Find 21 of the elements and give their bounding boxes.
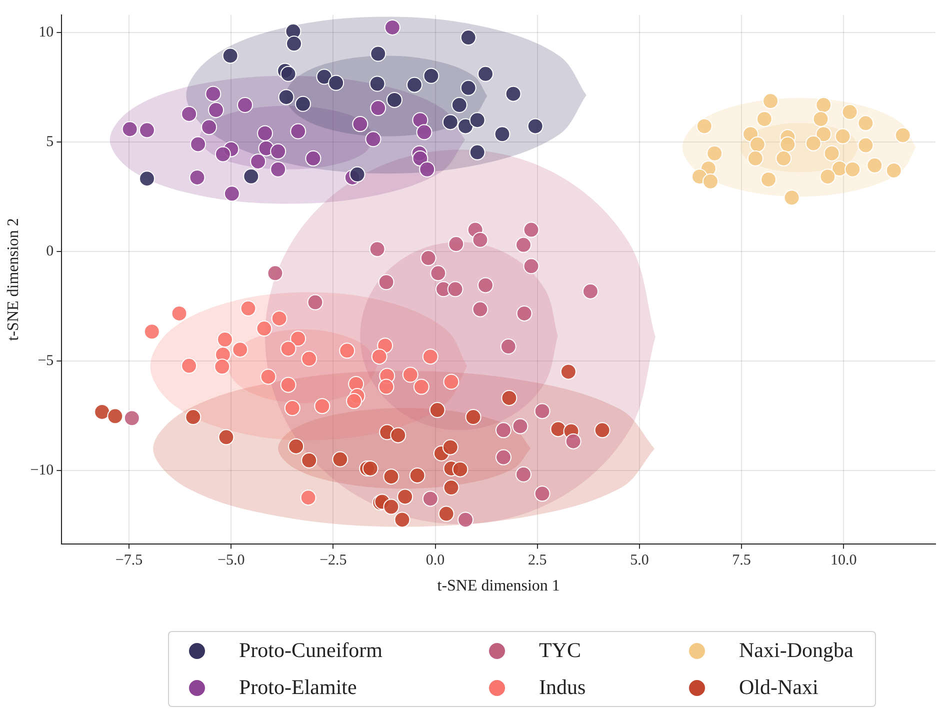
x-axis-title: t-SNE dimension 1 <box>437 578 560 595</box>
legend-label: Proto-Cuneiform <box>239 638 382 663</box>
x-tick-label: 5.0 <box>630 552 649 569</box>
y-tick-label: 5 <box>46 134 54 150</box>
y-tick-label: 10 <box>38 24 54 40</box>
legend-label: TYC <box>539 638 581 663</box>
legend-label: Naxi-Dongba <box>739 638 854 663</box>
x-tick-label: −2.5 <box>320 552 347 569</box>
y-axis-title: t-SNE dimension 2 <box>4 218 22 341</box>
y-tick-label: −10 <box>30 462 54 478</box>
x-tick-label: −7.5 <box>115 552 143 569</box>
legend-label: Proto-Elamite <box>239 675 357 700</box>
x-tick-label: −5.0 <box>218 552 245 569</box>
x-tick-label: 2.5 <box>528 552 547 569</box>
legend-label: Indus <box>539 675 586 700</box>
x-tick-label: 10.0 <box>830 552 857 569</box>
legend-label: Old-Naxi <box>739 675 818 700</box>
y-tick-label: −5 <box>38 352 54 369</box>
x-tick-label: 7.5 <box>732 552 751 569</box>
y-tick-label: 0 <box>46 243 54 260</box>
x-tick-label: 0.0 <box>426 552 445 569</box>
